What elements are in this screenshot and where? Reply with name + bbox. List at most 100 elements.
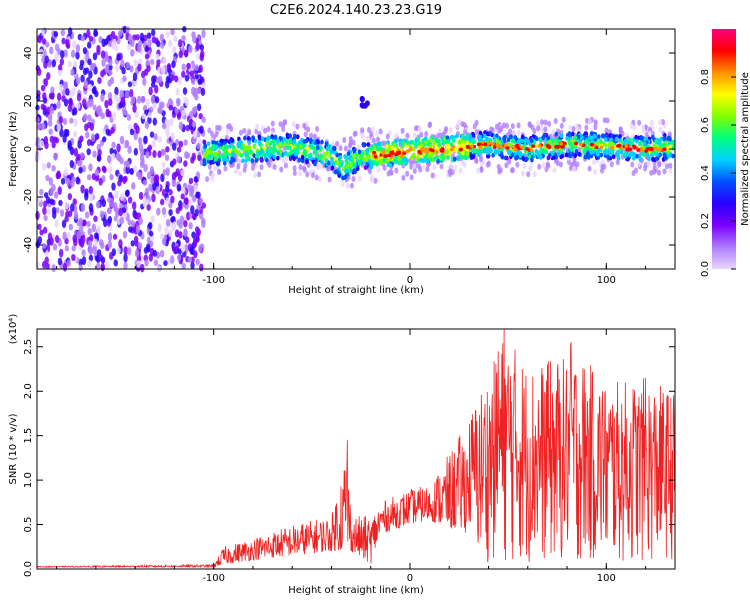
spectrogram-point [79,135,84,143]
spectrogram-point [582,148,586,154]
spectrogram-point [73,130,78,138]
spectrogram-point [147,144,153,151]
spectrogram-point [144,187,150,197]
spectrogram-point [629,123,634,130]
spectrogram-point [201,29,206,39]
spectrogram-point [165,167,170,176]
spectrogram-point [369,145,374,151]
spectrogram-point [630,161,635,168]
spectrogram-y-tick-label: 0 [23,146,34,152]
snr-x-tick-label: 0 [407,573,413,584]
spectrogram-point [269,140,273,146]
spectrogram-point [42,242,47,249]
spectrogram-point [631,170,636,177]
spectrogram-point [568,141,572,147]
spectrogram-point [330,165,335,171]
spectrogram-point [222,160,227,166]
spectrogram-point [35,211,40,220]
spectrogram-point [554,131,559,137]
spectrogram-point [458,147,463,152]
colorbar-tick-label: 0.6 [700,117,711,133]
spectrogram-point [181,70,186,78]
spectrogram-point [238,129,243,136]
spectrogram-point [153,174,158,184]
spectrogram-point [128,34,133,44]
spectrogram-point [567,131,572,136]
spectrogram-point [449,147,454,152]
spectrogram-point [125,62,131,69]
spectrogram-point [100,112,105,120]
spectrogram-point [55,207,60,214]
spectrogram-point [507,158,512,165]
spectrogram-point [84,67,90,74]
spectrogram-point [357,149,362,155]
colorbar: 0.0 0.2 0.4 0.6 0.8 Normalized spectral ampl… [700,29,750,277]
spectrogram-point [178,231,183,239]
spectrogram-point [423,136,428,142]
spectrogram-point [162,56,167,64]
spectrogram-point [225,128,230,135]
spectrogram-point [41,122,46,131]
spectrogram-point [54,137,60,144]
spectrogram-point [510,123,515,130]
spectrogram-point [35,136,41,144]
spectrogram-point [151,193,156,203]
spectrogram-point [145,243,151,252]
spectrogram-point [180,169,185,177]
spectrogram-point [117,29,123,37]
spectrogram-point [62,81,68,89]
spectrogram-point [64,245,70,252]
spectrogram-point [60,29,66,37]
spectrogram-point [133,79,138,86]
spectrogram-point [116,143,121,153]
spectrogram-point [83,113,88,122]
spectrogram-point [192,34,197,44]
spectrogram-point [62,118,68,126]
spectrogram-point [374,157,379,163]
snr-y-tick-label: 1.0 [23,472,34,488]
spectrogram-point [37,35,42,44]
spectrogram-point [168,209,173,217]
spectrogram-point [174,138,180,146]
spectrogram-point [67,60,73,68]
spectrogram-point [44,55,49,64]
snr-panel: -100 0 100 0.0 0.5 1.0 1.5 2.0 2.5 Height of str… [8,314,676,596]
spectrogram-point [505,146,510,150]
spectrogram-point [494,123,499,130]
spectrogram-point [574,141,579,146]
spectrogram-point [659,142,664,148]
spectrogram-point [651,150,656,156]
spectrogram-point [192,137,197,144]
spectrogram-point [429,151,434,157]
spectrogram-point [199,53,205,62]
spectrogram-point [519,145,524,150]
spectrogram-point [641,124,646,131]
spectrogram-point [142,77,147,86]
spectrogram-point [569,165,574,172]
spectrogram-point [369,131,374,138]
spectrogram-point [137,137,143,145]
spectrogram-point [535,121,540,128]
spectrogram-point [161,207,167,215]
spectrogram-point [93,238,98,247]
spectrogram-point [300,158,305,164]
spectrogram-point [69,159,74,169]
spectrogram-point [206,141,211,147]
spectrogram-point [194,208,199,217]
spectrogram-point [148,106,154,113]
spectrogram-point [49,105,54,115]
spectrogram-point [443,128,448,135]
spectrogram-point [91,223,97,233]
spectrogram-point [76,230,82,240]
spectrogram-point [111,182,116,191]
spectrogram-point [511,129,516,136]
spectrogram-point [110,201,115,208]
spectrogram-point [168,40,173,48]
spectrogram-point [87,83,93,92]
spectrogram-point [45,41,50,48]
snr-y-axis-label: SNR (10 * v/v) [8,413,19,484]
spectrogram-point [119,216,125,225]
spectrogram-point [571,125,576,132]
spectrogram-point [213,156,218,162]
spectrogram-point [53,153,58,161]
